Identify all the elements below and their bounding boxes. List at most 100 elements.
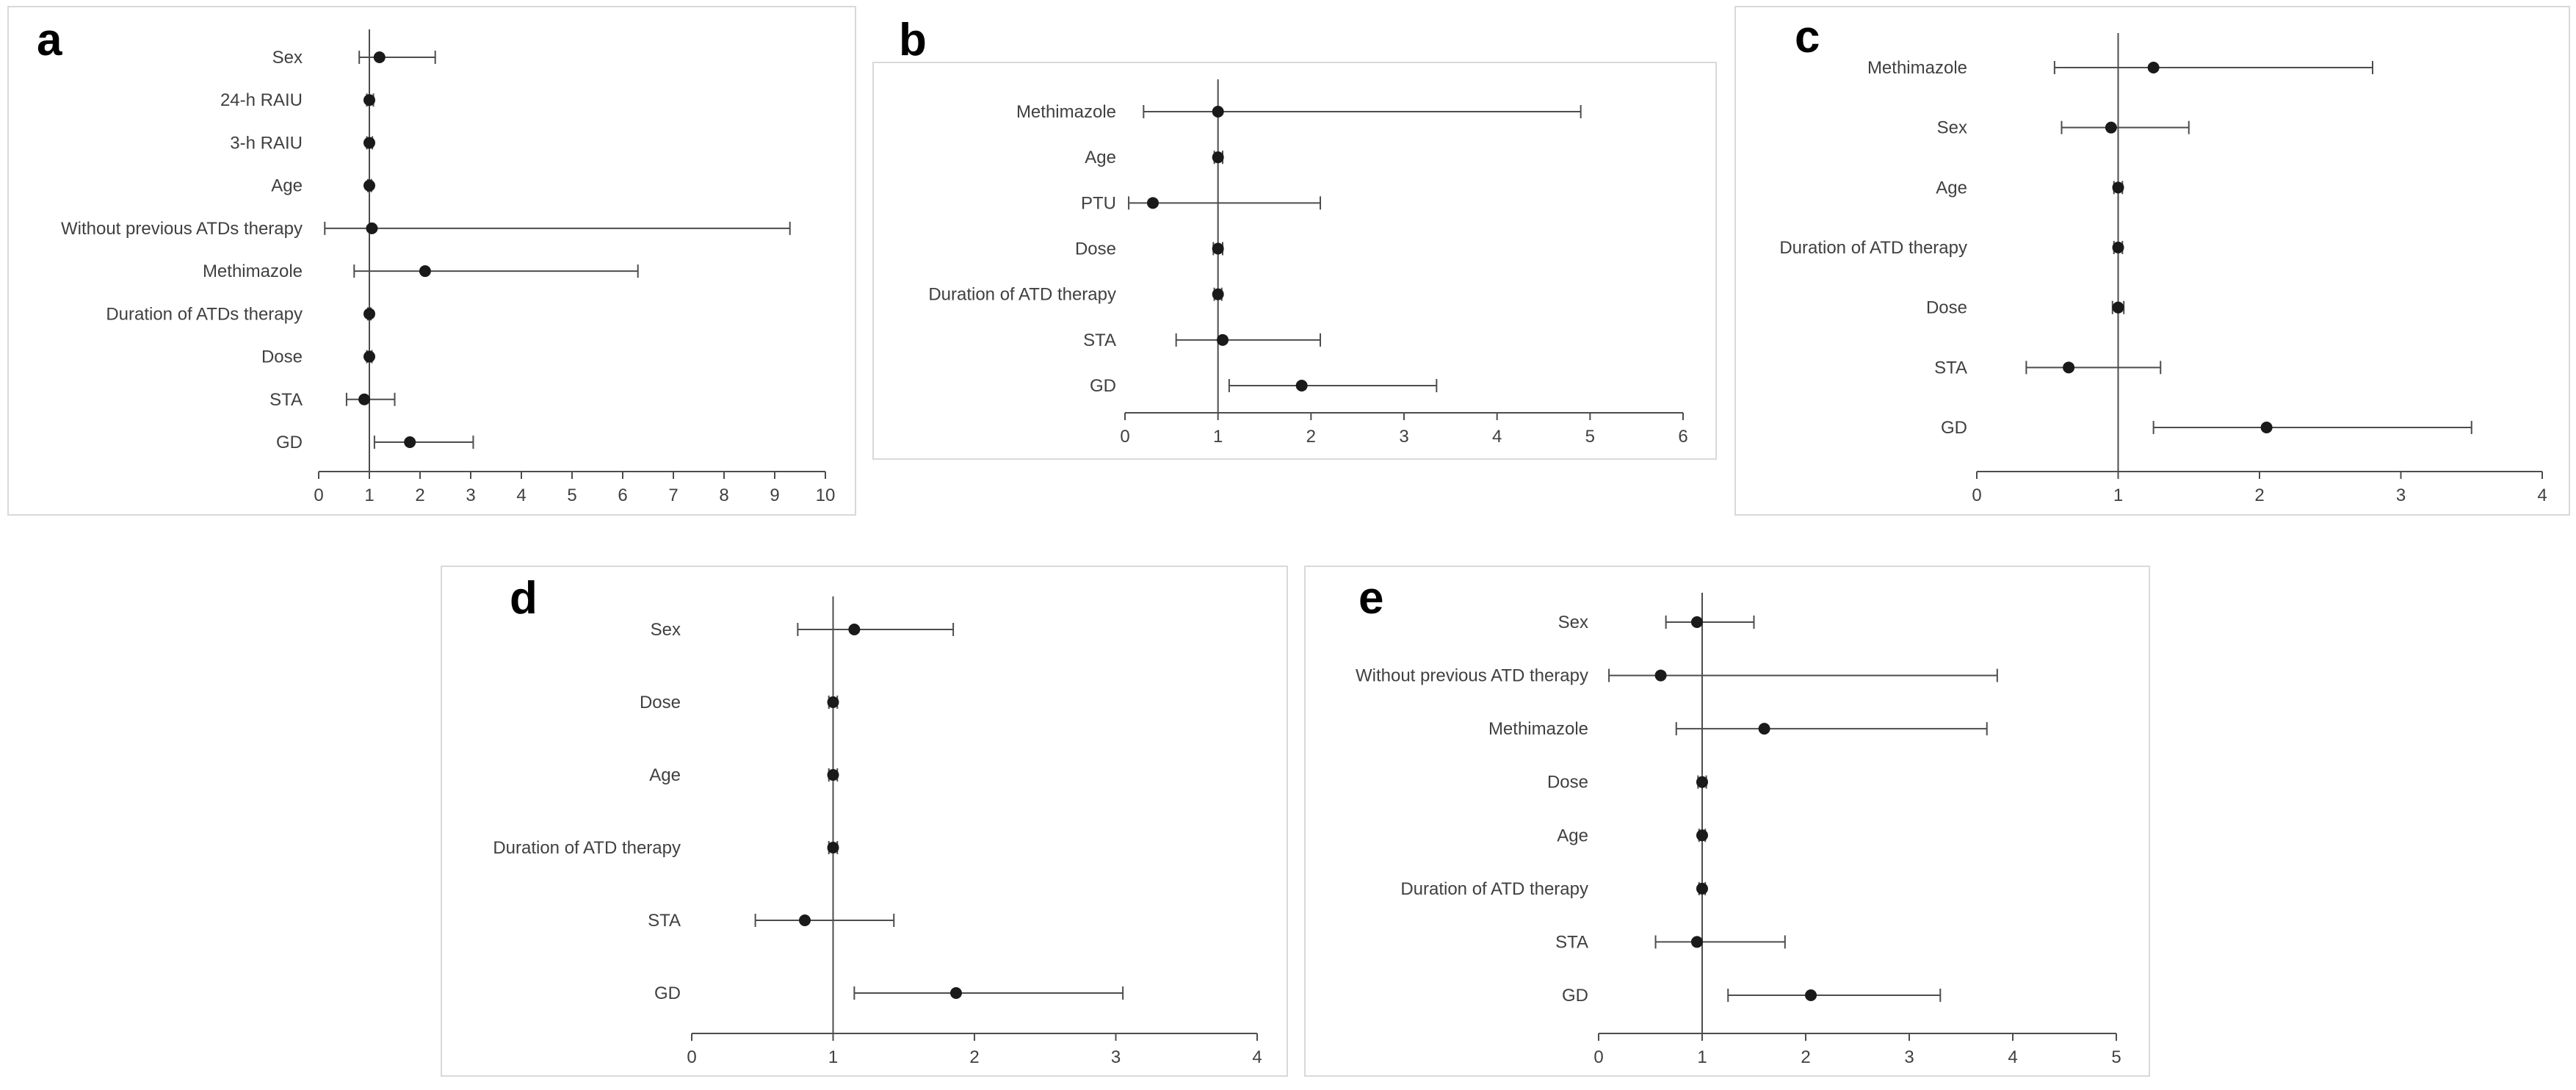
forest-plot-b: 0 1 2 3 4 5 6 Methimazole Age PTU Dose Duration of …: [928, 79, 1688, 447]
x-axis-tick-label: 3: [1904, 1047, 1914, 1067]
estimate-point: [1212, 106, 1224, 118]
category-label: GD: [1941, 418, 1967, 438]
x-axis-tick-label: 1: [2113, 486, 2123, 505]
category-label: STA: [1555, 932, 1588, 952]
estimate-point: [2105, 121, 2117, 134]
estimate-point: [1654, 669, 1667, 682]
estimate-point: [1295, 380, 1308, 391]
x-axis-tick-label: 4: [2537, 486, 2547, 505]
x-axis-tick-label: 5: [1585, 427, 1595, 447]
x-axis-tick-label: 2: [1306, 427, 1316, 447]
estimate-point: [363, 350, 375, 363]
x-axis-tick-label: 4: [1252, 1047, 1262, 1067]
estimate-point: [848, 624, 861, 635]
x-axis-tick-label: 1: [364, 486, 374, 505]
category-label: Sex: [1937, 118, 1967, 138]
x-axis-tick-label: 3: [2396, 486, 2406, 505]
category-label: Duration of ATD therapy: [493, 838, 681, 858]
category-label: Dose: [1075, 239, 1116, 259]
estimate-point: [373, 51, 386, 63]
category-label: STA: [269, 390, 303, 410]
panel-e-letter: e: [1358, 573, 1384, 624]
x-axis-tick-label: 2: [1801, 1047, 1810, 1067]
estimate-point: [1212, 151, 1224, 164]
category-label: GD: [1090, 376, 1116, 396]
x-axis-tick-label: 6: [1678, 427, 1687, 447]
estimate-point: [1805, 989, 1817, 1001]
x-axis-tick-label: 9: [770, 486, 779, 505]
forest-plot-a: 0 1 2 3 4 5 6 7 8 9 10 Sex 24-h RAIU 3-h RAIU Age Witho…: [61, 29, 836, 505]
x-axis-tick-label: 1: [1213, 427, 1223, 447]
estimate-point: [1690, 936, 1703, 948]
estimate-point: [2260, 422, 2273, 433]
estimate-point: [2147, 62, 2160, 73]
category-label: Without previous ATDs therapy: [61, 219, 303, 239]
x-axis-tick-label: 2: [969, 1047, 979, 1067]
category-label: Duration of ATDs therapy: [106, 304, 303, 324]
x-axis-tick-label: 0: [314, 486, 323, 505]
estimate-point: [2112, 242, 2124, 253]
x-axis-tick-label: 1: [828, 1047, 838, 1067]
x-axis-tick-label: 2: [2254, 486, 2264, 505]
panel-d-letter: d: [510, 573, 538, 624]
category-label: Duration of ATD therapy: [1779, 238, 1967, 258]
x-axis-tick-label: 3: [466, 486, 475, 505]
category-label: Dose: [1547, 773, 1588, 793]
category-label: 3-h RAIU: [230, 133, 303, 153]
category-label: Dose: [1926, 298, 1967, 318]
category-label: Age: [649, 765, 681, 785]
category-label: STA: [1934, 358, 1967, 378]
estimate-point: [358, 393, 371, 405]
category-label: Methimazole: [1867, 58, 1967, 78]
category-label: STA: [648, 911, 681, 931]
estimate-point: [419, 265, 431, 278]
panel-a-letter: a: [37, 15, 62, 65]
estimate-point: [363, 137, 375, 149]
panel-b: b 0 1 2 3 4 5 6 Methimazole Age PTU Dose Duration o…: [872, 18, 1717, 460]
category-label: 24-h RAIU: [220, 90, 303, 110]
x-axis-tick-label: 3: [1399, 427, 1408, 447]
category-label: GD: [654, 983, 681, 1003]
estimate-point: [363, 308, 375, 320]
estimate-point: [949, 987, 962, 999]
estimate-point: [2112, 181, 2124, 194]
x-axis-tick-label: 8: [719, 486, 728, 505]
estimate-point: [1212, 242, 1224, 255]
estimate-point: [1217, 333, 1229, 346]
x-axis-tick-label: 4: [516, 486, 526, 505]
estimate-point: [1758, 723, 1770, 735]
category-label: Without previous ATD therapy: [1356, 666, 1588, 686]
x-axis-tick-label: 4: [1492, 427, 1502, 447]
category-label: GD: [276, 433, 303, 452]
estimate-point: [827, 696, 839, 708]
panel-b-letter: b: [899, 15, 927, 65]
category-label: Age: [1085, 148, 1116, 167]
category-label: Age: [1936, 178, 1967, 198]
panel-c: c 0 1 2 3 4 Methimazole Sex Age Duration of ATD …: [1734, 6, 2570, 516]
x-axis-tick-label: 10: [816, 486, 836, 505]
panel-c-letter: c: [1795, 12, 1820, 62]
estimate-point: [2063, 361, 2075, 374]
x-axis-tick-label: 0: [1972, 486, 1981, 505]
estimate-point: [1147, 197, 1159, 209]
x-axis-tick-label: 3: [1111, 1047, 1121, 1067]
forest-plot-c: 0 1 2 3 4 Methimazole Sex Age Duration of ATD th…: [1779, 33, 2547, 505]
x-axis-tick-label: 5: [567, 486, 576, 505]
estimate-point: [1696, 882, 1708, 895]
x-axis-tick-label: 6: [618, 486, 627, 505]
x-axis-tick-label: 0: [687, 1047, 696, 1067]
x-axis-tick-label: 1: [1697, 1047, 1707, 1067]
x-axis-tick-label: 4: [2008, 1047, 2017, 1067]
estimate-point: [1696, 829, 1708, 842]
panel-d: d 0 1 2 3 4 Sex Dose Age Duration of ATD therapy…: [441, 566, 1288, 1077]
category-label: PTU: [1081, 193, 1116, 213]
category-label: Duration of ATD therapy: [928, 285, 1116, 305]
category-label: Dose: [261, 347, 303, 367]
category-label: Methimazole: [203, 261, 303, 281]
estimate-point: [1212, 288, 1224, 300]
category-label: Methimazole: [1016, 102, 1116, 122]
category-label: GD: [1562, 986, 1588, 1006]
panel-a: a 0 1 2 3 4 5 6 7 8 9 10 Sex 24-h RAIU 3-h RAIU Age Wit…: [7, 6, 856, 516]
estimate-point: [2112, 301, 2124, 314]
